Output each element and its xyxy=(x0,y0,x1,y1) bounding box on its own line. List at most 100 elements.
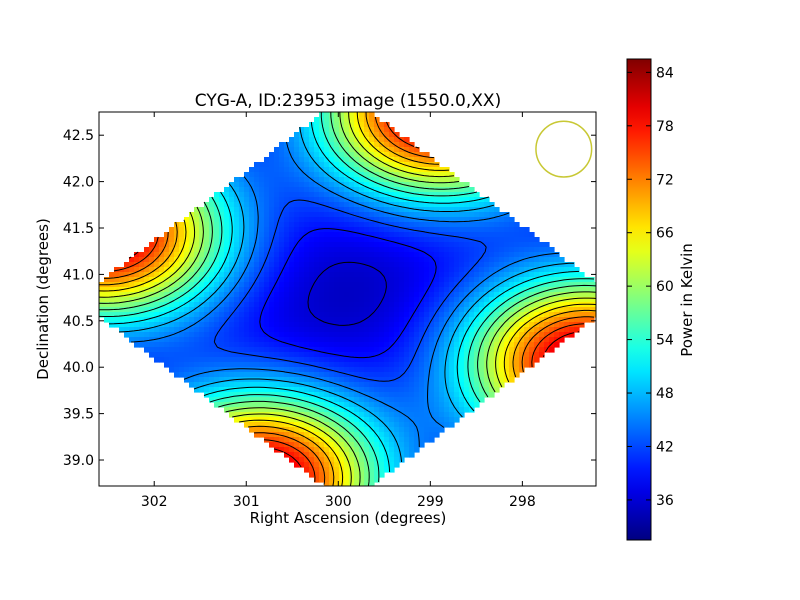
heatmap-cell xyxy=(454,182,460,188)
heatmap-cell xyxy=(334,447,340,453)
heatmap-cell xyxy=(309,362,315,368)
heatmap-cell xyxy=(344,317,350,323)
heatmap-cell xyxy=(384,367,390,373)
heatmap-cell xyxy=(389,397,395,403)
heatmap-cell xyxy=(514,222,520,228)
heatmap-cell xyxy=(209,322,215,328)
heatmap-cell xyxy=(234,307,240,313)
heatmap-cell xyxy=(284,362,290,368)
heatmap-cell xyxy=(219,327,225,333)
heatmap-cell xyxy=(364,422,370,428)
heatmap-cell xyxy=(199,382,205,388)
heatmap-cell xyxy=(179,372,185,378)
heatmap-cell xyxy=(214,362,220,368)
heatmap-cell xyxy=(384,287,390,293)
heatmap-cell xyxy=(389,177,395,183)
heatmap-cell xyxy=(394,207,400,213)
heatmap-cell xyxy=(344,422,350,428)
heatmap-cell xyxy=(359,322,365,328)
heatmap-cell xyxy=(424,312,430,318)
heatmap-cell xyxy=(469,397,475,403)
heatmap-cell xyxy=(139,277,145,283)
heatmap-cell xyxy=(249,282,255,288)
heatmap-cell xyxy=(259,402,265,408)
heatmap-cell xyxy=(274,387,280,393)
heatmap-cell xyxy=(359,377,365,383)
heatmap-cell xyxy=(579,287,585,293)
heatmap-cell xyxy=(359,217,365,223)
heatmap-cell xyxy=(569,297,575,303)
heatmap-cell xyxy=(504,262,510,268)
heatmap-cell xyxy=(504,327,510,333)
heatmap-cell xyxy=(269,187,275,193)
heatmap-cell xyxy=(189,247,195,253)
heatmap-cell xyxy=(444,187,450,193)
beam-marker xyxy=(535,120,593,178)
heatmap-cell xyxy=(159,237,165,243)
heatmap-cell xyxy=(164,337,170,343)
heatmap-cell xyxy=(389,142,395,148)
heatmap-cell xyxy=(319,297,325,303)
heatmap-cell xyxy=(444,312,450,318)
heatmap-cell xyxy=(404,272,410,278)
heatmap-cell xyxy=(254,192,260,198)
heatmap-cell xyxy=(234,412,240,418)
heatmap-cell xyxy=(544,257,550,263)
heatmap-cell xyxy=(334,427,340,433)
heatmap-cell xyxy=(99,297,105,303)
heatmap-cell xyxy=(319,432,325,438)
heatmap-cell xyxy=(454,312,460,318)
heatmap-cell xyxy=(284,357,290,363)
heatmap-cell xyxy=(404,252,410,258)
heatmap-cell xyxy=(509,332,515,338)
heatmap-cell xyxy=(534,257,540,263)
heatmap-cell xyxy=(409,152,415,158)
heatmap-cell xyxy=(389,162,395,168)
heatmap-cell xyxy=(244,207,250,213)
heatmap-cell xyxy=(364,157,370,163)
heatmap-cell xyxy=(404,337,410,343)
heatmap-cell xyxy=(264,347,270,353)
heatmap-cell xyxy=(334,457,340,463)
heatmap-cell xyxy=(429,352,435,358)
heatmap-cell xyxy=(214,222,220,228)
heatmap-cell xyxy=(264,302,270,308)
heatmap-cell xyxy=(219,382,225,388)
heatmap-cell xyxy=(429,157,435,163)
heatmap-cell xyxy=(359,257,365,263)
heatmap-cell xyxy=(294,422,300,428)
heatmap-cell xyxy=(314,142,320,148)
heatmap-cell xyxy=(349,217,355,223)
heatmap-cell xyxy=(394,262,400,268)
heatmap-cell xyxy=(304,467,310,473)
heatmap-cell xyxy=(274,357,280,363)
heatmap-cell xyxy=(299,222,305,228)
heatmap-cell xyxy=(464,372,470,378)
heatmap-cell xyxy=(249,237,255,243)
heatmap-cell xyxy=(419,392,425,398)
heatmap-cell xyxy=(484,387,490,393)
heatmap-cell xyxy=(319,252,325,258)
heatmap-cell xyxy=(304,167,310,173)
heatmap-cell xyxy=(434,427,440,433)
heatmap-cell xyxy=(214,382,220,388)
heatmap-cell xyxy=(454,287,460,293)
heatmap-cell xyxy=(234,387,240,393)
heatmap-cell xyxy=(224,372,230,378)
heatmap-cell xyxy=(319,312,325,318)
heatmap-cell xyxy=(244,327,250,333)
heatmap-cell xyxy=(309,322,315,328)
heatmap-cell xyxy=(374,237,380,243)
heatmap-cell xyxy=(514,262,520,268)
heatmap-cell xyxy=(409,187,415,193)
heatmap-cell xyxy=(149,282,155,288)
heatmap-cell xyxy=(254,267,260,273)
heatmap-cell xyxy=(344,297,350,303)
heatmap-cell xyxy=(489,372,495,378)
heatmap-cell xyxy=(404,282,410,288)
heatmap-cell xyxy=(544,262,550,268)
heatmap-cell xyxy=(259,372,265,378)
heatmap-cell xyxy=(349,112,355,118)
heatmap-cell xyxy=(379,292,385,298)
heatmap-cell xyxy=(479,387,485,393)
